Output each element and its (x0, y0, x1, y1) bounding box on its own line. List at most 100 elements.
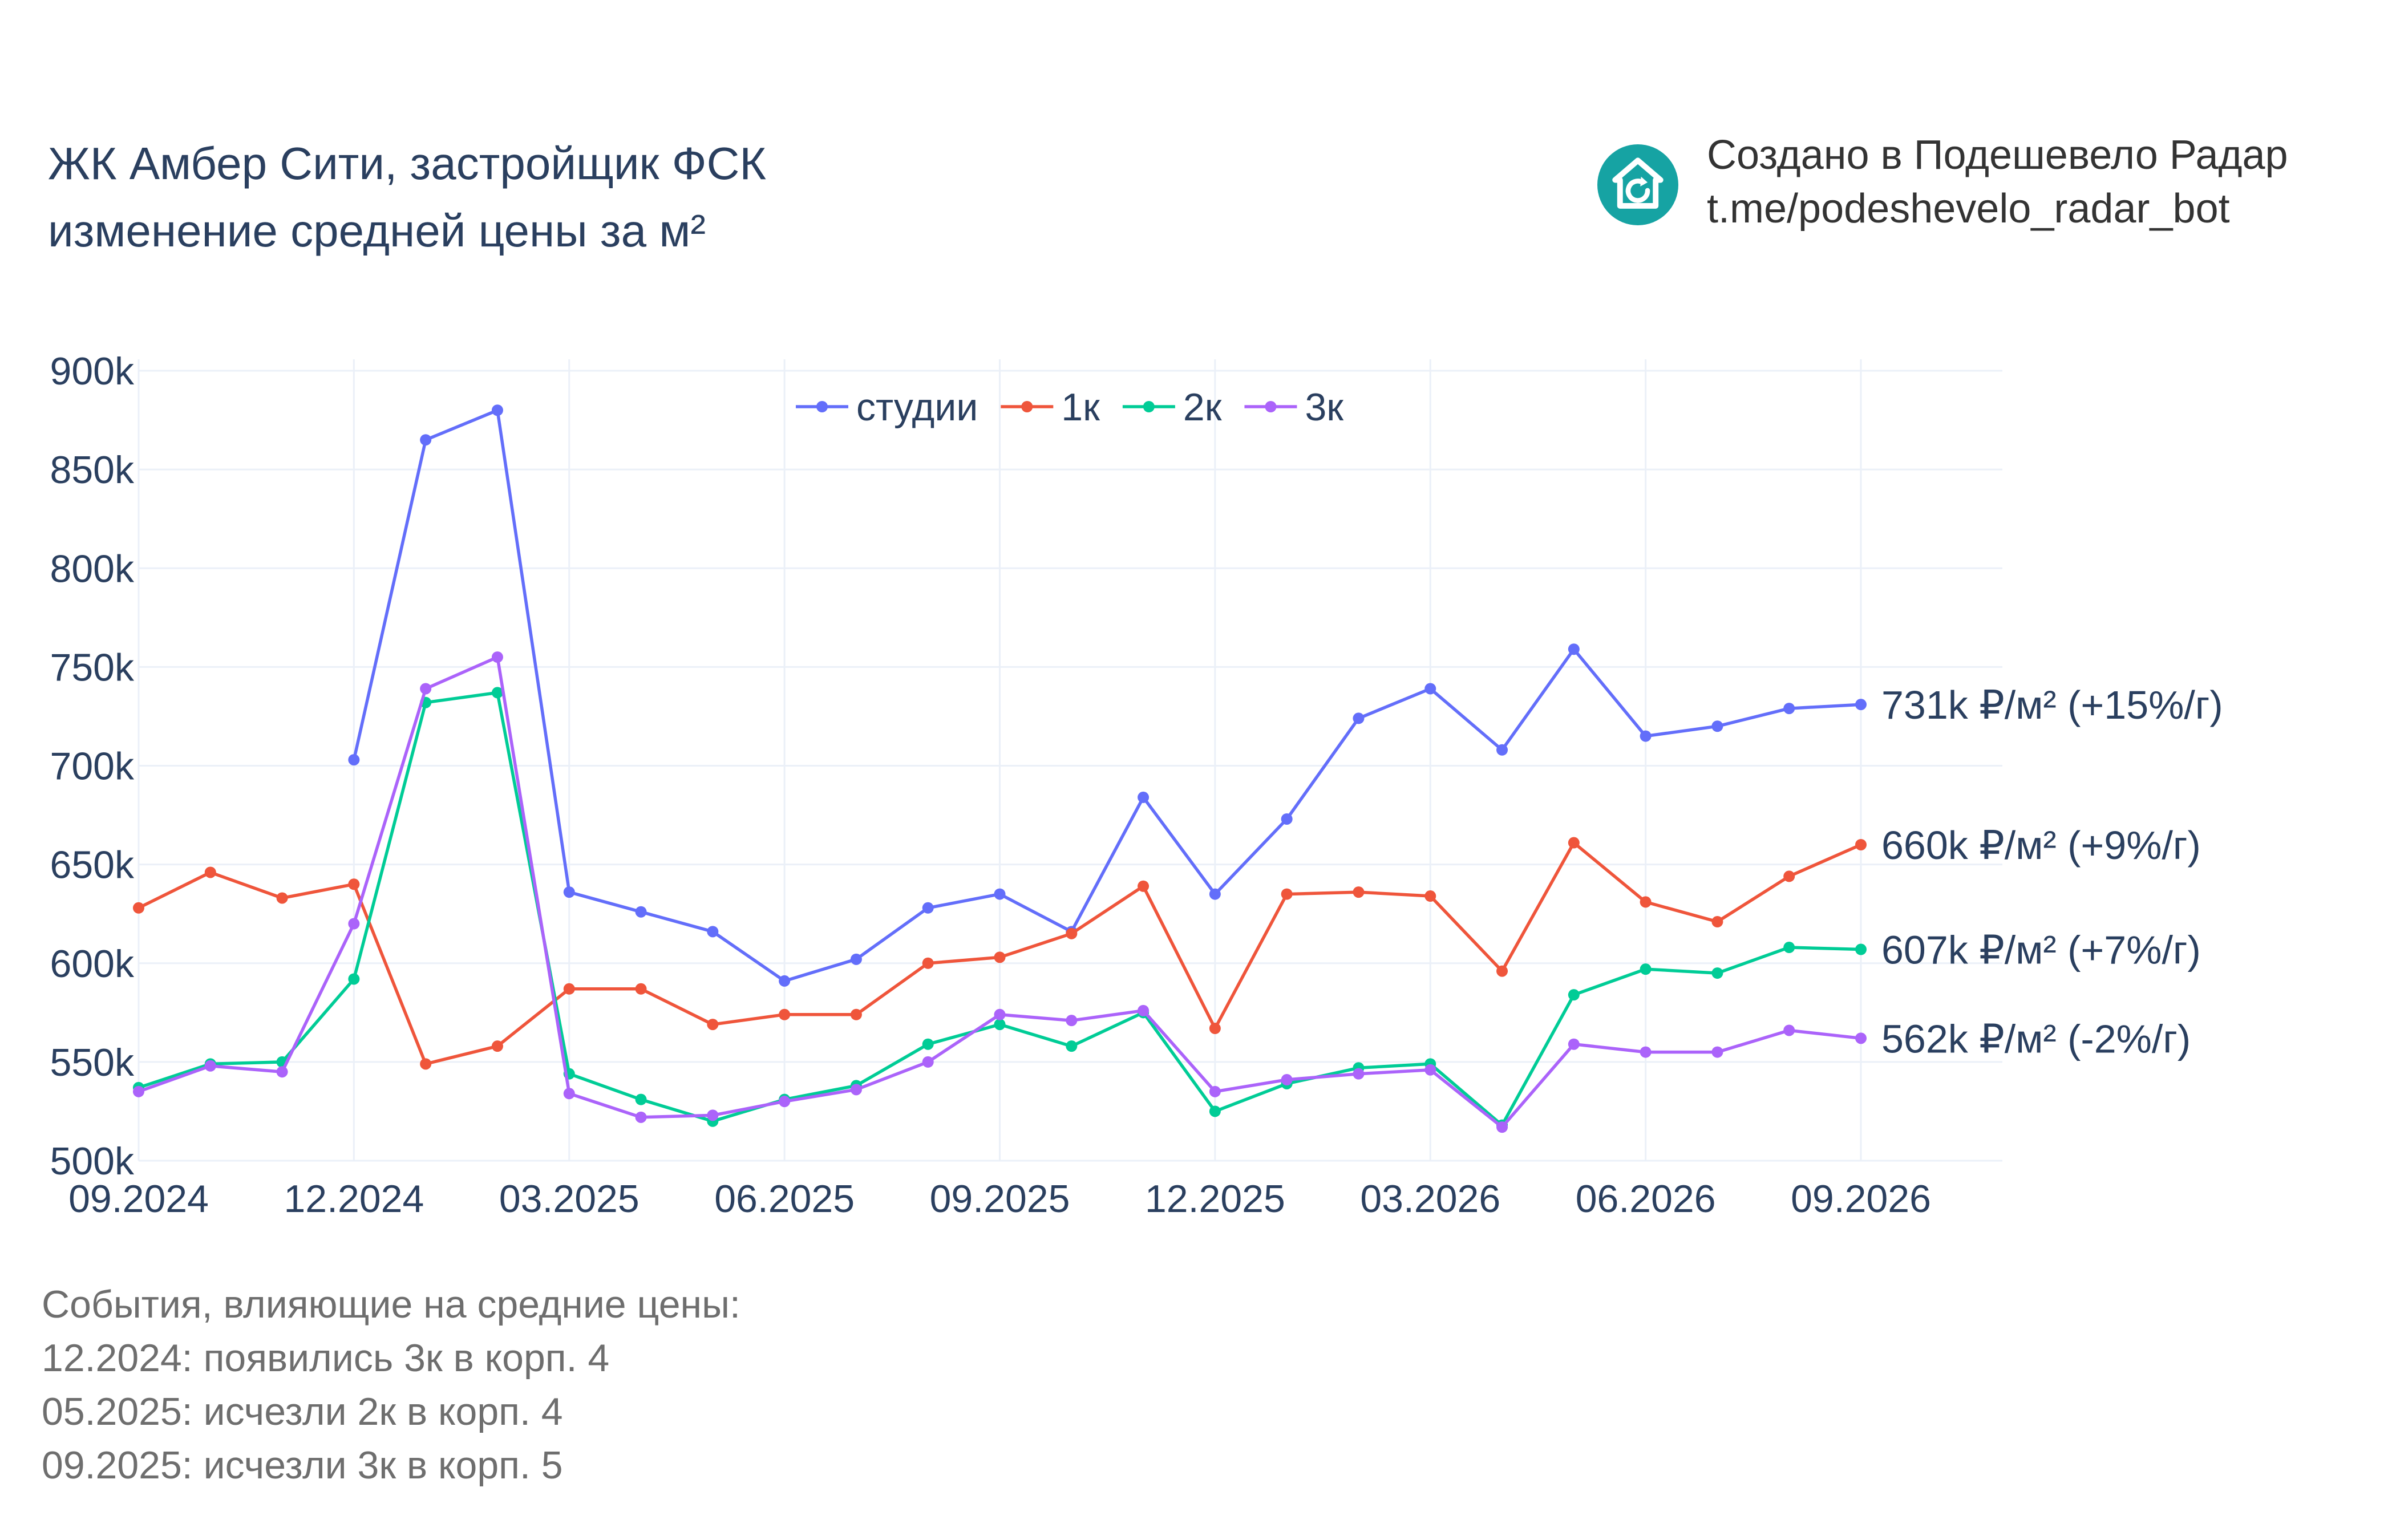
credit-text: Создано в Подешевело Радар t.me/podeshev… (1707, 128, 2334, 236)
data-point (635, 1093, 647, 1105)
data-point (707, 1019, 719, 1031)
data-point (994, 951, 1006, 963)
data-point (1855, 1032, 1867, 1044)
y-tick-label: 550k (50, 1041, 135, 1084)
legend-label: 1к (1061, 386, 1100, 429)
data-point (1640, 730, 1652, 742)
series-3к (133, 651, 1867, 1133)
series-end-labels: 731k ₽/м² (+15%/г) 660k ₽/м² (+9%/г) 607k … (1881, 683, 2223, 1061)
data-point (1424, 1064, 1436, 1076)
y-tick-label: 650k (50, 844, 135, 887)
data-point (1353, 1068, 1365, 1080)
data-point (420, 1058, 432, 1070)
events-note: События, влияющие на средние цены: 12.20… (42, 1278, 740, 1492)
data-point (994, 888, 1006, 900)
data-point (1209, 1105, 1221, 1117)
data-point (1496, 965, 1508, 977)
data-point (1568, 643, 1580, 655)
y-tick-label: 500k (50, 1140, 135, 1183)
end-label: 731k ₽/м² (+15%/г) (1881, 683, 2223, 727)
chart-title: ЖК Амбер Сити, застройщик ФСК изменение … (48, 130, 766, 265)
data-point (1640, 1046, 1652, 1058)
series-1к (133, 837, 1867, 1070)
legend-marker (1143, 401, 1155, 412)
data-point (635, 906, 647, 918)
y-tick-label: 600k (50, 942, 135, 986)
x-tick-label: 09.2026 (1791, 1177, 1931, 1221)
legend-item[interactable]: 3к (1244, 386, 1344, 429)
data-point (204, 1060, 216, 1072)
x-tick-label: 06.2025 (714, 1177, 855, 1221)
legend-marker (1265, 401, 1277, 412)
data-point (420, 683, 432, 695)
x-tick-label: 09.2024 (68, 1177, 209, 1221)
legend-label: студии (856, 386, 978, 429)
data-point (1855, 839, 1867, 850)
legend-marker (1021, 401, 1033, 412)
data-point (850, 1008, 862, 1020)
data-point (850, 953, 862, 965)
data-point (994, 1008, 1006, 1020)
data-point (1209, 1023, 1221, 1035)
data-point (1496, 1121, 1508, 1133)
y-tick-label: 700k (50, 745, 135, 788)
legend-item[interactable]: 1к (1001, 386, 1100, 429)
data-point (1568, 989, 1580, 1001)
event-item: 09.2025: исчезли 3к в корп. 5 (42, 1444, 563, 1487)
data-point (348, 754, 360, 766)
data-point (1640, 896, 1652, 908)
data-point (1353, 886, 1365, 898)
x-axis-ticks: 09.2024 12.2024 03.2025 06.2025 09.2025 12.20… (68, 1177, 1931, 1221)
data-point (1209, 888, 1221, 900)
data-point (1281, 888, 1293, 900)
credit-line1: Создано в Подешевело Радар (1707, 132, 2288, 178)
data-point (563, 983, 575, 995)
data-point (1855, 943, 1867, 955)
house-refresh-icon (1597, 144, 1678, 225)
data-point (1424, 683, 1436, 695)
chart-title-line2: изменение средней цены за м² (48, 205, 706, 256)
data-point (1424, 890, 1436, 902)
data-point (994, 1019, 1006, 1031)
data-point (635, 983, 647, 995)
data-point (850, 1084, 862, 1096)
data-point (1138, 791, 1150, 803)
data-point (491, 1040, 503, 1052)
data-point (1496, 744, 1508, 756)
data-point (1066, 1015, 1078, 1027)
y-tick-label: 850k (50, 448, 135, 492)
x-tick-label: 03.2026 (1360, 1177, 1500, 1221)
data-point (491, 404, 503, 416)
data-point (1138, 880, 1150, 892)
legend-label: 2к (1183, 386, 1223, 429)
x-tick-label: 03.2025 (499, 1177, 640, 1221)
data-point (707, 1109, 719, 1121)
data-point (922, 1038, 934, 1050)
data-point (1353, 712, 1365, 724)
data-point (420, 434, 432, 446)
series-студии (348, 404, 1867, 987)
data-point (133, 902, 144, 914)
legend-label: 3к (1305, 386, 1344, 429)
chart-legend: студии 1к 2к 3к (796, 386, 1344, 429)
data-point (1281, 813, 1293, 825)
y-tick-label: 900k (50, 350, 135, 393)
y-tick-label: 800k (50, 547, 135, 590)
data-point (1783, 703, 1795, 715)
data-point (1783, 1024, 1795, 1036)
data-point (779, 1096, 791, 1108)
events-heading: События, влияющие на средние цены: (42, 1283, 740, 1326)
data-point (563, 886, 575, 898)
x-tick-label: 12.2024 (284, 1177, 424, 1221)
data-point (635, 1111, 647, 1123)
data-point (133, 1085, 144, 1097)
data-point (563, 1088, 575, 1100)
data-point (1066, 927, 1078, 939)
end-label: 562k ₽/м² (-2%/г) (1881, 1016, 2191, 1061)
data-point (1640, 963, 1652, 975)
legend-item[interactable]: 2к (1122, 386, 1223, 429)
credit-line2[interactable]: t.me/podeshevelo_radar_bot (1707, 186, 2230, 232)
data-point (1138, 1004, 1150, 1016)
legend-item[interactable]: студии (796, 386, 978, 429)
